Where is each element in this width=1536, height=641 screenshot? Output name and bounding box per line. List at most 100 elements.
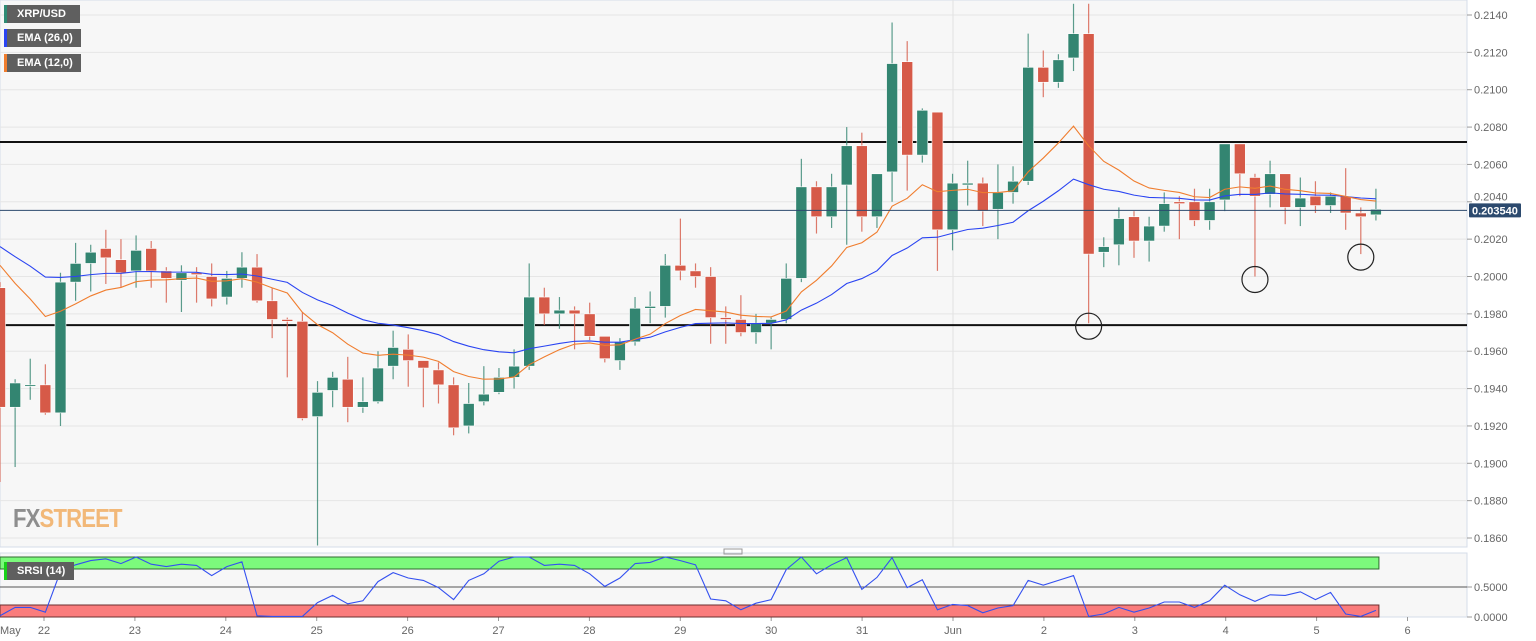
candle-bearish	[205, 276, 218, 300]
legend-srsi[interactable]: SRSI (14)	[4, 562, 74, 580]
candle-bullish	[1113, 218, 1125, 246]
legend-ema26[interactable]: EMA (26,0)	[4, 29, 81, 47]
candle-bullish	[54, 281, 67, 414]
legend-ema12[interactable]: EMA (12,0)	[4, 54, 81, 72]
candle-bearish	[583, 313, 596, 337]
candle-bearish	[1173, 201, 1186, 204]
candle-bearish	[901, 61, 914, 156]
candle-bearish	[145, 248, 157, 272]
annotation-circle	[1075, 312, 1103, 340]
candle-bullish	[1022, 67, 1034, 182]
x-tick-label: 23	[129, 625, 141, 637]
candle-bullish	[462, 403, 475, 427]
candle-bearish	[160, 270, 173, 279]
candle-bearish	[931, 111, 944, 231]
candle-bullish	[326, 377, 339, 391]
candle-bullish	[961, 182, 974, 186]
y-tick-label: 0.2040	[1474, 191, 1508, 203]
candle-bullish	[992, 192, 1004, 210]
legend-symbol[interactable]: XRP/USD	[4, 5, 80, 23]
candle-bullish	[916, 109, 929, 156]
candle-bullish	[795, 186, 808, 279]
candle-bearish	[341, 378, 354, 408]
candle-bullish	[825, 186, 838, 218]
candle-bullish	[1324, 195, 1337, 206]
candle-bullish	[84, 251, 97, 264]
candle-bullish	[1007, 180, 1019, 193]
panel-resize-handle[interactable]	[723, 548, 743, 555]
candle-bearish	[115, 259, 127, 274]
srsi-line	[0, 556, 1377, 618]
candle-bullish	[780, 278, 793, 320]
candle-bullish	[1370, 208, 1382, 216]
x-tick-label: 27	[492, 625, 504, 637]
candle-bullish	[750, 322, 762, 333]
candle-bearish	[538, 296, 551, 315]
x-tick-label: 22	[38, 625, 50, 637]
candle-bearish	[1188, 201, 1201, 221]
srsi-y-tick-label: 0.0000	[1474, 612, 1508, 624]
candle-bullish	[1097, 246, 1110, 253]
x-tick-label: 6	[1404, 625, 1410, 637]
candle-bullish	[130, 250, 142, 272]
y-tick-label: 0.2140	[1474, 10, 1508, 22]
candle-bullish	[175, 272, 188, 281]
candle-bearish	[568, 309, 581, 315]
ema12-line	[0, 125, 1376, 380]
candle-bearish	[735, 319, 747, 333]
x-tick-label: 31	[856, 625, 868, 637]
candle-bearish	[856, 145, 868, 218]
x-tick-label: 3	[1132, 625, 1138, 637]
candle-bullish	[493, 377, 505, 393]
y-tick-label: 0.2000	[1474, 272, 1508, 284]
candle-bearish	[39, 384, 52, 414]
ema26-line	[0, 178, 1376, 354]
candle-bearish	[1309, 195, 1322, 206]
candle-bullish	[871, 173, 883, 218]
y-tick-label: 0.1940	[1474, 384, 1508, 396]
candle-bearish	[447, 384, 460, 429]
y-tick-label: 0.1860	[1474, 533, 1508, 545]
current-price-label: 0.203540	[1472, 205, 1518, 217]
candle-bullish	[553, 309, 566, 315]
y-tick-label: 0.2020	[1474, 234, 1508, 246]
candle-bullish	[523, 296, 536, 367]
x-tick-label: May	[0, 625, 21, 637]
x-tick-label: Jun	[944, 625, 962, 637]
candle-bearish	[100, 248, 112, 259]
candle-bullish	[1203, 201, 1216, 221]
x-tick-label: 30	[765, 625, 777, 637]
candle-bullish	[357, 401, 369, 408]
candle-bearish	[1234, 143, 1246, 175]
y-tick-label: 0.1980	[1474, 309, 1508, 321]
y-tick-label: 0.2100	[1474, 85, 1508, 97]
candle-bearish	[674, 264, 687, 272]
annotation-circle	[1241, 265, 1269, 294]
candle-bullish	[387, 347, 399, 367]
y-tick-label: 0.1880	[1474, 496, 1508, 508]
candle-bullish	[1158, 203, 1171, 227]
candle-bullish	[1218, 143, 1231, 201]
candle-bullish	[236, 266, 248, 279]
candle-bearish	[432, 369, 445, 386]
srsi-y-tick-label: 0.5000	[1474, 582, 1508, 594]
candle-bullish	[478, 393, 490, 402]
x-tick-label: 29	[674, 625, 686, 637]
candle-bearish	[598, 335, 611, 359]
candle-bearish	[1128, 216, 1140, 242]
candle-bearish	[1249, 177, 1261, 197]
price-plot-area	[0, 0, 1468, 548]
candle-bullish	[311, 392, 324, 417]
srsi-oversold-band	[0, 604, 1380, 618]
candle-bearish	[719, 317, 732, 320]
candle-bearish	[1037, 67, 1050, 83]
candle-bearish	[417, 360, 430, 369]
candle-bullish	[9, 382, 21, 408]
y-tick-label: 0.1900	[1474, 458, 1508, 470]
candle-bullish	[644, 306, 656, 309]
candle-bullish	[24, 384, 37, 387]
y-tick-label: 0.1960	[1474, 346, 1508, 358]
candle-bullish	[1052, 59, 1065, 83]
